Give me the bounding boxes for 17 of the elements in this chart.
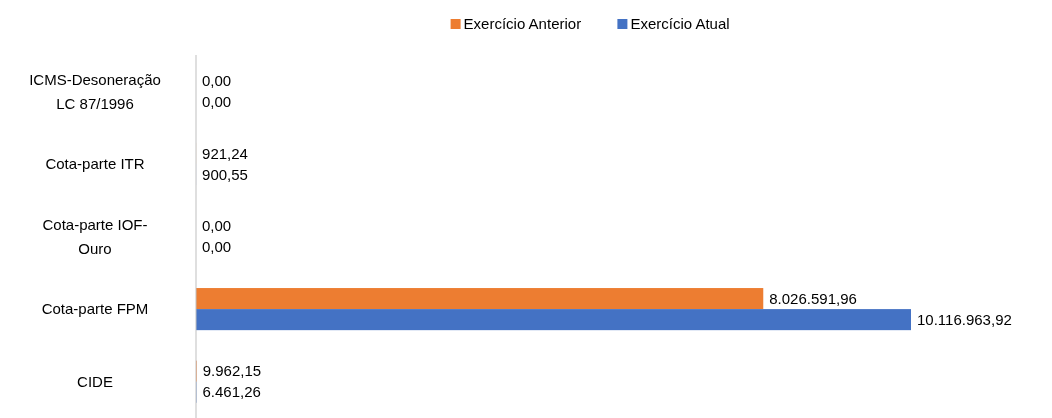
data-label: 921,24 [202,144,248,162]
data-label: 0,00 [202,72,232,90]
y-tick-label: ICMS-Desoneração LC 87/1996 [29,70,161,112]
legend-label: Exercício Atual [630,15,730,33]
data-label: 10.116.963,92 [917,310,1012,328]
data-label: 900,55 [202,165,248,183]
y-tick-label: Cota-parte FPM [41,300,149,318]
data-label: 0,00 [202,93,232,111]
data-label: 6.461,26 [202,383,261,401]
data-label: 0,00 [202,238,232,256]
data-label: 8.026.591,96 [769,289,857,307]
data-label: 9.962,15 [202,362,262,380]
y-tick-label: CIDE [77,372,113,390]
data-label: 0,00 [202,217,232,235]
legend-label: Exercício Anterior [463,15,582,33]
y-tick-label: Cota-parte ITR [45,155,145,173]
y-tick-label: Cota-parte IOF-Ouro [42,215,148,257]
